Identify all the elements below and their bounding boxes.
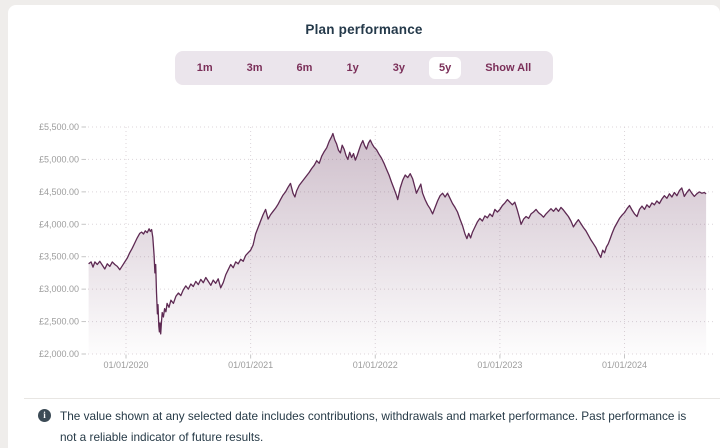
- range-button-1y[interactable]: 1y: [336, 57, 368, 79]
- page-title: Plan performance: [305, 22, 423, 37]
- disclaimer: i The value shown at any selected date i…: [38, 406, 698, 448]
- performance-chart[interactable]: 01/01/2020 01/01/2021 01/01/2022 01/01/2023…: [8, 100, 720, 385]
- range-button-6m[interactable]: 6m: [287, 57, 323, 79]
- plan-performance-card: Plan performance 1m 3m 6m 1y 3y 5y Show …: [8, 5, 720, 448]
- x-axis-label: 01/01/2021: [228, 360, 273, 370]
- range-selector-wrap: 1m 3m 6m 1y 3y 5y Show All: [8, 51, 720, 85]
- section-divider: [24, 398, 720, 399]
- x-axis-label: 01/01/2023: [477, 360, 522, 370]
- disclaimer-text: The value shown at any selected date inc…: [60, 409, 687, 444]
- range-selector: 1m 3m 6m 1y 3y 5y Show All: [174, 51, 554, 85]
- performance-line: [88, 132, 707, 335]
- y-axis-label: £4,500.00: [39, 187, 79, 197]
- chart-svg: 01/01/2020 01/01/2021 01/01/2022 01/01/2023…: [39, 122, 714, 370]
- y-axis-label: £2,500.00: [39, 317, 79, 327]
- y-axis-label: £2,000.00: [39, 349, 79, 359]
- range-button-5y[interactable]: 5y: [428, 57, 462, 79]
- x-axis-label: 01/01/2024: [602, 360, 647, 370]
- y-axis-label: £4,000.00: [39, 219, 79, 229]
- y-axis-label: £5,500.00: [39, 122, 79, 132]
- y-axis-label: £3,000.00: [39, 284, 79, 294]
- y-axis-label: £5,000.00: [39, 154, 79, 164]
- info-icon: i: [38, 409, 51, 422]
- performance-area-fill: [88, 133, 707, 354]
- x-axis-label: 01/01/2022: [353, 360, 398, 370]
- x-axis-label: 01/01/2020: [103, 360, 148, 370]
- range-button-show-all[interactable]: Show All: [475, 57, 541, 79]
- range-button-3y[interactable]: 3y: [383, 57, 415, 79]
- y-axis-label: £3,500.00: [39, 252, 79, 262]
- range-button-3m[interactable]: 3m: [237, 57, 273, 79]
- range-button-1m[interactable]: 1m: [187, 57, 223, 79]
